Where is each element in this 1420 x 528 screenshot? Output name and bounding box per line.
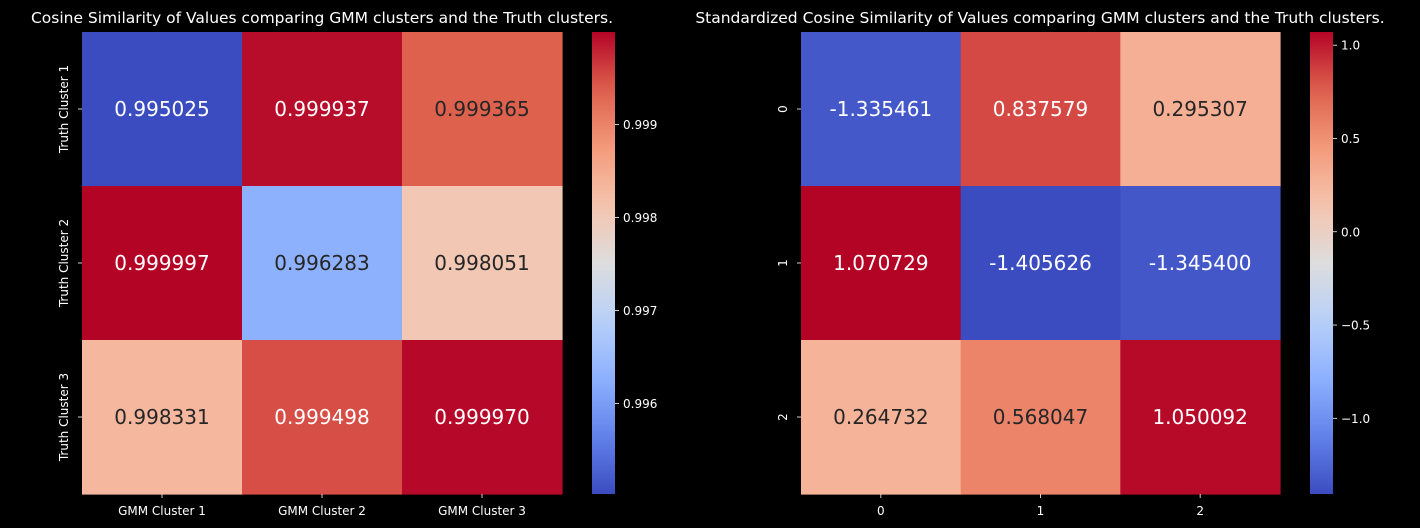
x-tick-label: GMM Cluster 3 [438, 504, 526, 518]
heatmap-cell [242, 340, 403, 495]
cell-value-label: 0.999937 [274, 97, 369, 121]
heatmap-cell [82, 186, 243, 341]
cell-value-label: 0.998051 [434, 251, 529, 275]
chart-title: Cosine Similarity of Values comparing GM… [31, 9, 613, 27]
heatmap-cell [960, 186, 1121, 341]
colorbar-tick-label: −1.0 [1341, 412, 1370, 426]
cell-value-label: 0.998331 [114, 405, 209, 429]
colorbar-tick-label: 0.996 [623, 397, 657, 411]
heatmap-2: Standardized Cosine Similarity of Values… [695, 9, 1384, 518]
cell-value-label: 0.295307 [1152, 97, 1247, 121]
heatmap-cell [801, 340, 962, 495]
y-tick-label: 1 [776, 259, 790, 267]
heatmap-panels: Cosine Similarity of Values comparing GM… [31, 9, 1385, 518]
heatmap-1: Cosine Similarity of Values comparing GM… [31, 9, 657, 518]
colorbar-tick-label: 0.998 [623, 211, 657, 225]
heatmap-cell [1120, 32, 1281, 187]
heatmap-cell [1120, 186, 1281, 341]
cell-value-label: 0.999997 [114, 251, 209, 275]
chart-title: Standardized Cosine Similarity of Values… [695, 9, 1384, 27]
cell-value-label: 0.837579 [993, 97, 1088, 121]
cell-value-label: -1.345400 [1149, 251, 1252, 275]
cell-value-label: 0.264732 [833, 405, 928, 429]
heatmap-cell [801, 32, 962, 187]
heatmap-cell [960, 32, 1121, 187]
x-tick-label: 2 [1196, 504, 1204, 518]
heatmap-cell [242, 32, 403, 187]
cell-value-label: 0.999498 [274, 405, 369, 429]
cell-value-label: 0.995025 [114, 97, 209, 121]
colorbar-tick-label: 0.997 [623, 304, 657, 318]
colorbar [592, 32, 615, 494]
cell-value-label: -1.405626 [989, 251, 1092, 275]
colorbar-tick-label: 0.5 [1341, 132, 1360, 146]
heatmap-cell [82, 32, 243, 187]
colorbar-tick-label: 1.0 [1341, 39, 1360, 53]
heatmap-cell [960, 340, 1121, 495]
colorbar [1310, 32, 1333, 494]
colorbar-tick-label: 0.999 [623, 118, 657, 132]
x-tick-label: GMM Cluster 2 [278, 504, 366, 518]
y-tick-label: Truth Cluster 2 [57, 219, 71, 308]
cell-value-label: 0.568047 [993, 405, 1088, 429]
y-tick-label: Truth Cluster 1 [57, 65, 71, 154]
cell-value-label: 0.999365 [434, 97, 529, 121]
cell-value-label: 0.996283 [274, 251, 369, 275]
x-tick-label: 1 [1037, 504, 1045, 518]
heatmap-cell [82, 340, 243, 495]
heatmap-cell [801, 186, 962, 341]
heatmap-cell [242, 186, 403, 341]
heatmap-cell [1120, 340, 1281, 495]
cell-value-label: 1.070729 [833, 251, 928, 275]
y-tick-label: Truth Cluster 3 [57, 373, 71, 462]
y-tick-label: 2 [776, 413, 790, 421]
x-tick-label: 0 [877, 504, 885, 518]
y-tick-label: 0 [776, 105, 790, 113]
cell-value-label: -1.335461 [830, 97, 933, 121]
heatmap-cell [402, 32, 563, 187]
colorbar-tick-label: 0.0 [1341, 225, 1360, 239]
heatmap-cell [402, 340, 563, 495]
cell-value-label: 1.050092 [1152, 405, 1247, 429]
heatmap-cell [402, 186, 563, 341]
colorbar-tick-label: −0.5 [1341, 319, 1370, 333]
cell-value-label: 0.999970 [434, 405, 529, 429]
x-tick-label: GMM Cluster 1 [118, 504, 206, 518]
